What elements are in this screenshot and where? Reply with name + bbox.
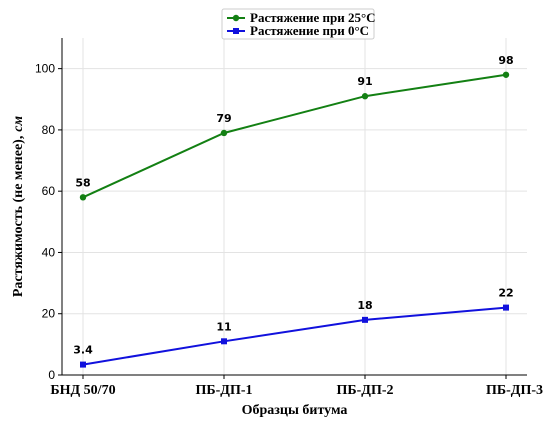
y-axis-title-unit: см bbox=[11, 115, 26, 131]
x-tick-label: ПБ-ДП-1 bbox=[196, 383, 253, 398]
y-axis-title: Растяжимость (не менее), см bbox=[11, 115, 26, 297]
legend-label: Растяжение при 0°С bbox=[250, 23, 369, 38]
x-tick-label: ПБ-ДП-2 bbox=[337, 383, 394, 398]
y-tick-label: 0 bbox=[48, 368, 55, 382]
data-label: 18 bbox=[357, 299, 372, 312]
data-point bbox=[80, 361, 86, 368]
y-axis-title-text: Растяжимость (не менее), bbox=[11, 136, 26, 297]
data-point bbox=[503, 304, 509, 311]
data-point bbox=[502, 71, 510, 78]
data-point bbox=[362, 316, 368, 323]
x-tick-label: БНД 50/70 bbox=[50, 383, 115, 398]
data-point bbox=[79, 194, 87, 201]
series-line bbox=[82, 73, 507, 199]
y-tick-label: 40 bbox=[42, 245, 56, 259]
legend-marker bbox=[233, 28, 239, 34]
x-axis-title: Образцы битума bbox=[242, 403, 348, 418]
series-line bbox=[82, 306, 507, 366]
y-tick-label: 80 bbox=[42, 123, 56, 137]
axes bbox=[61, 38, 527, 376]
data-label: 91 bbox=[357, 75, 372, 88]
legend-box bbox=[221, 8, 375, 40]
x-axis-ticks: БНД 50/70 ПБ-ДП-1 ПБ-ДП-2 ПБ-ДП-3 bbox=[50, 375, 543, 398]
legend-label: Растяжение при 25°С bbox=[250, 10, 376, 25]
series-2: 3.4 11 18 22 bbox=[73, 287, 514, 368]
grid-lines bbox=[62, 38, 527, 376]
series-1: 58 79 91 98 bbox=[75, 54, 514, 201]
x-tick-label: ПБ-ДП-3 bbox=[486, 383, 543, 398]
data-label: 58 bbox=[75, 176, 90, 189]
y-tick-label: 20 bbox=[42, 307, 56, 321]
data-point bbox=[221, 338, 227, 345]
data-point bbox=[361, 93, 369, 100]
y-axis-ticks: 0 20 40 60 80 100 bbox=[35, 62, 62, 382]
y-tick-label: 100 bbox=[35, 62, 55, 76]
data-label: 22 bbox=[498, 287, 513, 300]
y-tick-label: 60 bbox=[42, 184, 56, 198]
data-label: 3.4 bbox=[73, 344, 93, 357]
data-point bbox=[220, 129, 228, 137]
legend-marker bbox=[232, 14, 240, 22]
series-layer: 58 79 91 98 3.4 11 18 22 bbox=[73, 54, 514, 368]
data-label: 98 bbox=[498, 54, 513, 67]
data-label: 79 bbox=[216, 112, 231, 125]
data-label: 11 bbox=[216, 320, 231, 333]
